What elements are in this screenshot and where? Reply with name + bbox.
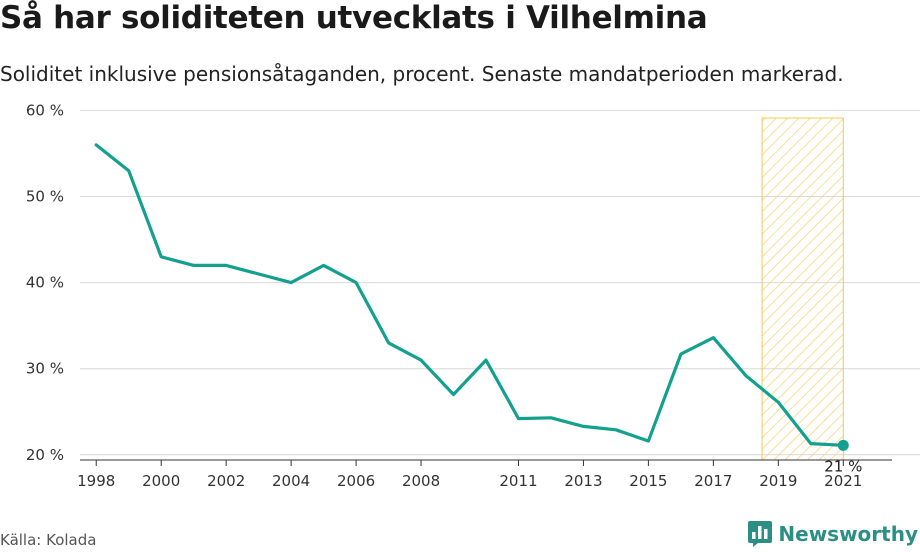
data-point bbox=[318, 259, 330, 271]
x-axis-labels: 1998 2000 2002 2004 2006 2008 2011 2013 2015 2017… bbox=[77, 460, 862, 490]
data-point bbox=[740, 370, 752, 382]
x-tick-label: 2002 bbox=[207, 472, 245, 490]
data-point bbox=[155, 251, 167, 263]
y-tick-label: 50 % bbox=[26, 188, 64, 206]
data-point bbox=[90, 139, 102, 151]
logo-bar-3 bbox=[764, 529, 768, 539]
mandate-period-highlight bbox=[761, 117, 844, 461]
source-label: Källa: Kolada bbox=[0, 531, 97, 549]
data-point bbox=[220, 259, 232, 271]
y-tick-label: 20 % bbox=[26, 446, 64, 464]
x-tick-label: 2006 bbox=[337, 472, 375, 490]
x-tick-label: 2015 bbox=[629, 472, 667, 490]
data-point bbox=[610, 424, 622, 436]
data-point bbox=[772, 396, 784, 408]
highlight-region bbox=[761, 117, 844, 461]
data-point bbox=[805, 438, 817, 450]
data-point bbox=[642, 435, 654, 447]
data-point bbox=[480, 354, 492, 366]
data-point bbox=[415, 354, 427, 366]
x-tick-label: 2011 bbox=[499, 472, 537, 490]
data-point bbox=[350, 277, 362, 289]
end-value-label: 21 % bbox=[824, 457, 862, 475]
y-tick-label: 40 % bbox=[26, 274, 64, 292]
x-tick-label: 2004 bbox=[272, 472, 310, 490]
x-tick-label: 2013 bbox=[564, 472, 602, 490]
data-point bbox=[577, 420, 589, 432]
x-tick-label: 1998 bbox=[77, 472, 115, 490]
data-point bbox=[707, 332, 719, 344]
chart-subtitle: Soliditet inklusive pensionsåtaganden, p… bbox=[0, 62, 844, 86]
data-point bbox=[188, 259, 200, 271]
data-point bbox=[448, 389, 460, 401]
end-point-marker bbox=[837, 439, 849, 451]
data-point bbox=[123, 165, 135, 177]
chart-title: Så har soliditeten utvecklats i Vilhelmi… bbox=[0, 0, 708, 36]
data-point bbox=[675, 348, 687, 360]
data-point bbox=[512, 413, 524, 425]
series-line bbox=[94, 143, 845, 447]
x-tick-label: 2021 bbox=[824, 472, 862, 490]
data-point bbox=[383, 337, 395, 349]
x-tick-label: 2019 bbox=[759, 472, 797, 490]
data-point bbox=[285, 277, 297, 289]
logo-bar-1 bbox=[752, 532, 756, 539]
y-tick-label: 30 % bbox=[26, 360, 64, 378]
logo-bar-2 bbox=[758, 526, 762, 539]
y-axis-labels: 20 % 30 % 40 % 50 % 60 % bbox=[26, 101, 64, 463]
brand-name: Newsworthy bbox=[778, 522, 918, 546]
x-tick-label: 2000 bbox=[142, 472, 180, 490]
data-point bbox=[545, 412, 557, 424]
data-point bbox=[253, 268, 265, 280]
brand-logo: Newsworthy bbox=[748, 521, 918, 547]
bar-chart-icon bbox=[748, 521, 773, 547]
x-tick-label: 2008 bbox=[402, 472, 440, 490]
y-tick-label: 60 % bbox=[26, 101, 64, 119]
series: 21 % bbox=[90, 139, 862, 475]
x-tick-label: 2017 bbox=[694, 472, 732, 490]
